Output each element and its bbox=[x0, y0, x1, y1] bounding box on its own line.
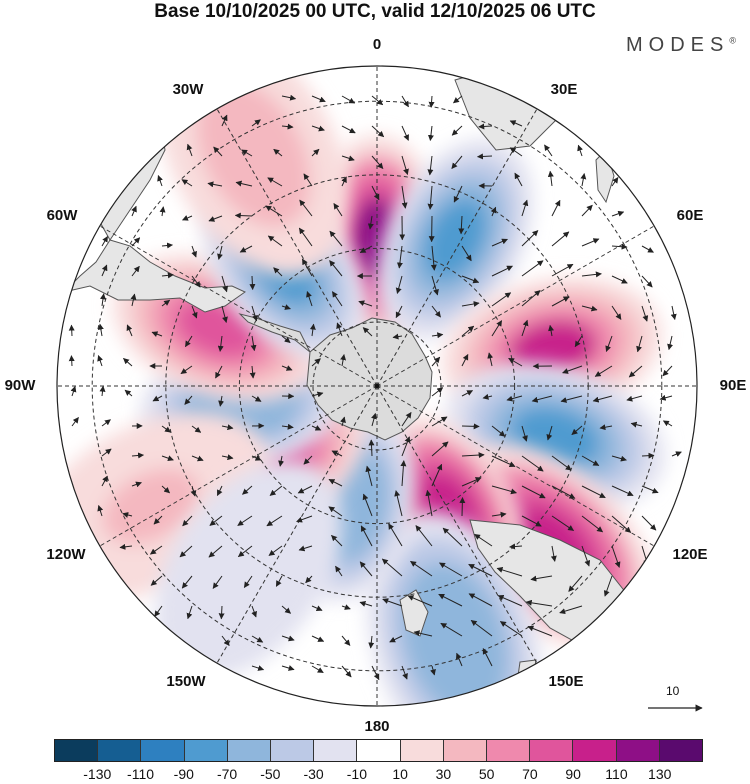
wind-vector bbox=[71, 356, 72, 366]
lon-label-30e: 30E bbox=[551, 82, 578, 98]
colorbar-swatch bbox=[314, 740, 357, 761]
lon-label-90w: 90W bbox=[5, 378, 36, 394]
colorbar-tick-label: 10 bbox=[392, 766, 408, 782]
lon-label-0: 0 bbox=[373, 37, 381, 53]
colorbar-tick-label: 30 bbox=[436, 766, 452, 782]
colorbar-swatch bbox=[530, 740, 573, 761]
colorbar-swatch bbox=[141, 740, 184, 761]
colorbar-tick-label: -70 bbox=[217, 766, 237, 782]
lon-label-180: 180 bbox=[364, 719, 389, 735]
wind-vector bbox=[462, 426, 479, 427]
colorbar-labels: -130 -110 -90 -70 -50 -30 -10 10 30 50 70 90 110 130 bbox=[0, 766, 750, 784]
colorbar-swatch bbox=[617, 740, 660, 761]
lon-label-150w: 150W bbox=[166, 674, 205, 690]
lon-label-30w: 30W bbox=[173, 82, 204, 98]
wind-vector bbox=[235, 215, 252, 216]
wind-vector bbox=[642, 455, 654, 456]
lon-label-120e: 120E bbox=[672, 547, 707, 563]
lon-label-150e: 150E bbox=[548, 674, 583, 690]
colorbar-swatch bbox=[271, 740, 314, 761]
colorbar-tick-label: -50 bbox=[260, 766, 280, 782]
lon-label-90e: 90E bbox=[720, 378, 747, 394]
colorbar-swatch bbox=[357, 740, 400, 761]
colorbar-swatch bbox=[228, 740, 271, 761]
colorbar bbox=[54, 739, 703, 762]
tasmania bbox=[518, 660, 536, 682]
south-pole-marker bbox=[375, 384, 380, 389]
reference-vector bbox=[640, 684, 710, 724]
colorbar-swatch bbox=[185, 740, 228, 761]
colorbar-tick-label: 130 bbox=[648, 766, 671, 782]
wind-vector bbox=[221, 606, 222, 619]
lon-label-120w: 120W bbox=[46, 547, 85, 563]
colorbar-swatch bbox=[401, 740, 444, 761]
colorbar-swatch bbox=[573, 740, 616, 761]
colorbar-tick-label: 70 bbox=[522, 766, 538, 782]
colorbar-tick-label: -110 bbox=[127, 766, 154, 782]
lon-label-60e: 60E bbox=[677, 208, 704, 224]
colorbar-swatch bbox=[444, 740, 487, 761]
colorbar-tick-label: -90 bbox=[174, 766, 194, 782]
colorbar-swatch bbox=[98, 740, 141, 761]
wind-vector bbox=[71, 325, 72, 336]
lon-label-60w: 60W bbox=[47, 208, 78, 224]
colorbar-tick-label: 90 bbox=[565, 766, 581, 782]
colorbar-tick-label: 50 bbox=[479, 766, 495, 782]
wind-vector bbox=[252, 276, 253, 289]
wind-vector bbox=[462, 498, 463, 516]
colorbar-tick-label: 110 bbox=[605, 766, 627, 782]
colorbar-swatch bbox=[660, 740, 702, 761]
colorbar-tick-label: -30 bbox=[303, 766, 323, 782]
colorbar-swatch bbox=[487, 740, 530, 761]
colorbar-tick-label: -130 bbox=[83, 766, 111, 782]
colorbar-swatch bbox=[55, 740, 98, 761]
colorbar-tick-label: -10 bbox=[347, 766, 367, 782]
